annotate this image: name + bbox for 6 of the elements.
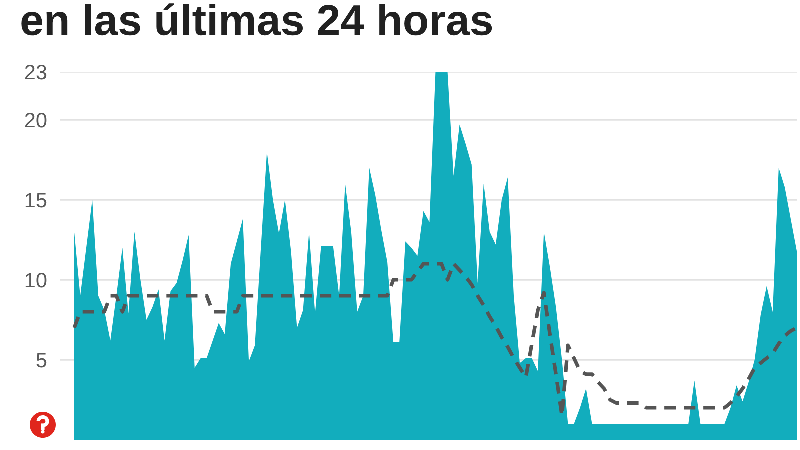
chart-title: en las últimas 24 horas xyxy=(22,4,492,36)
y-tick-label: 20 xyxy=(25,113,47,128)
y-tick-label: 23 xyxy=(25,65,47,80)
y-tick-label: 10 xyxy=(26,273,47,288)
y-tick-label: 15 xyxy=(26,193,47,208)
y-tick-label: 5 xyxy=(36,353,47,368)
